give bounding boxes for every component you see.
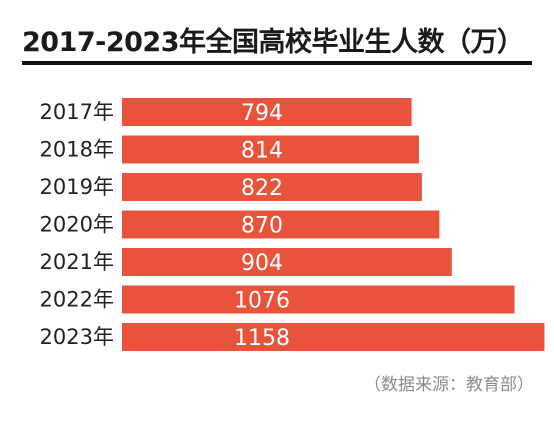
bar — [122, 323, 545, 351]
year-label: 2020年 — [40, 213, 114, 237]
bar-value-label: 870 — [241, 214, 283, 239]
year-label: 2018年 — [40, 138, 114, 162]
year-label: 2023年 — [40, 325, 114, 349]
bar — [122, 98, 412, 126]
bar-value-label: 904 — [241, 251, 283, 276]
year-label: 2017年 — [40, 100, 114, 124]
chart-title: 2017-2023年全国高校毕业生人数（万） — [22, 27, 524, 58]
source-note: （数据来源：教育部） — [364, 375, 534, 395]
bar — [122, 248, 452, 276]
bar-value-label: 814 — [241, 139, 283, 164]
title-underline — [22, 61, 532, 65]
bar — [122, 210, 440, 239]
year-label: 2021年 — [40, 250, 114, 274]
bar — [122, 173, 422, 201]
bar-value-label: 822 — [241, 176, 283, 201]
bar-value-label: 1076 — [234, 289, 290, 314]
year-label: 2019年 — [40, 175, 114, 199]
bar-value-label: 794 — [241, 101, 283, 126]
year-label: 2022年 — [40, 288, 114, 312]
bar — [122, 285, 515, 314]
bar-value-label: 1158 — [234, 326, 290, 351]
bar — [122, 135, 419, 164]
